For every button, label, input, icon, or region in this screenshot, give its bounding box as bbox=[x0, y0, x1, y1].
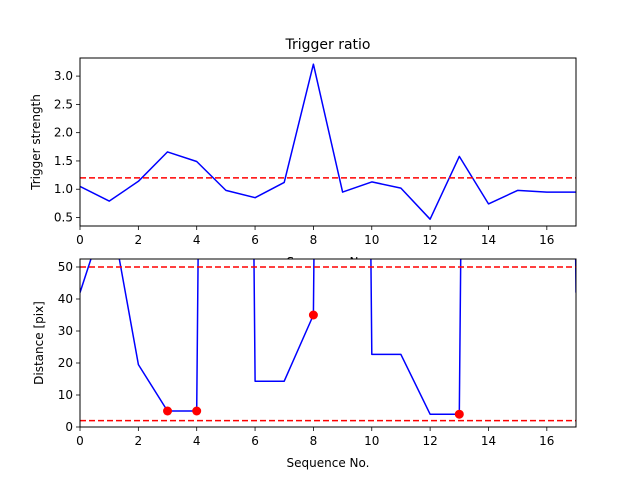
y-tick-label: 0 bbox=[65, 420, 73, 434]
data-point-marker bbox=[163, 406, 173, 416]
x-tick-label: 12 bbox=[422, 233, 437, 247]
x-tick-label: 12 bbox=[422, 434, 437, 448]
plot-area bbox=[80, 259, 576, 422]
series-line bbox=[80, 63, 576, 220]
y-tick-label: 20 bbox=[58, 356, 73, 370]
x-tick-label: 6 bbox=[251, 434, 259, 448]
x-tick-label: 2 bbox=[135, 233, 143, 247]
x-tick-label: 10 bbox=[364, 233, 379, 247]
y-axis-label: Trigger strength bbox=[29, 94, 43, 191]
y-tick-label: 40 bbox=[58, 292, 73, 306]
y-tick-label: 10 bbox=[58, 388, 73, 402]
x-tick-label: 8 bbox=[310, 233, 318, 247]
x-ticks: 0 2 4 6 8 10 12 14 16 bbox=[76, 226, 554, 247]
y-tick-label: 0.5 bbox=[54, 211, 73, 225]
axes-frame bbox=[79, 57, 577, 227]
y-tick-label: 1.0 bbox=[54, 182, 73, 196]
x-tick-label: 2 bbox=[135, 434, 143, 448]
y-tick-label: 30 bbox=[58, 324, 73, 338]
plot-area bbox=[80, 63, 576, 220]
axes-background bbox=[80, 259, 576, 427]
x-tick-label: 0 bbox=[76, 434, 84, 448]
x-tick-label: 16 bbox=[539, 434, 554, 448]
x-ticks: 0 2 4 6 8 10 12 14 16 bbox=[76, 427, 554, 448]
series-line bbox=[80, 259, 576, 415]
data-point-marker bbox=[308, 310, 318, 320]
x-tick-label: 8 bbox=[310, 434, 318, 448]
y-axis-label: Distance [pix] bbox=[32, 301, 46, 385]
x-tick-label: 10 bbox=[364, 434, 379, 448]
data-point-marker bbox=[192, 406, 202, 416]
y-ticks: 0.5 1.0 1.5 2.0 2.5 3.0 bbox=[54, 69, 80, 225]
y-tick-label: 50 bbox=[58, 260, 73, 274]
chart-title: Trigger ratio bbox=[284, 37, 370, 53]
x-tick-label: 14 bbox=[481, 434, 496, 448]
y-tick-label: 1.5 bbox=[54, 154, 73, 168]
axes-frame bbox=[79, 258, 577, 428]
y-tick-label: 3.0 bbox=[54, 69, 73, 83]
x-tick-label: 4 bbox=[193, 434, 201, 448]
x-tick-label: 16 bbox=[539, 233, 554, 247]
x-tick-label: 14 bbox=[481, 233, 496, 247]
distance-subplot: 0 2 4 6 8 10 12 14 16 0 10 20 30 40 50 Sequence No. D… bbox=[32, 258, 577, 470]
y-tick-label: 2.5 bbox=[54, 97, 73, 111]
x-tick-label: 4 bbox=[193, 233, 201, 247]
data-point-marker bbox=[454, 409, 464, 419]
x-axis-label: Sequence No. bbox=[287, 456, 370, 470]
trigger-ratio-subplot: 0 2 4 6 8 10 12 14 16 0.5 1.0 1.5 2.0 2.5 3.0 Trigger… bbox=[29, 37, 577, 269]
y-ticks: 0 10 20 30 40 50 bbox=[58, 260, 80, 434]
y-tick-label: 2.0 bbox=[54, 126, 73, 140]
x-tick-label: 6 bbox=[251, 233, 259, 247]
x-tick-label: 0 bbox=[76, 233, 84, 247]
